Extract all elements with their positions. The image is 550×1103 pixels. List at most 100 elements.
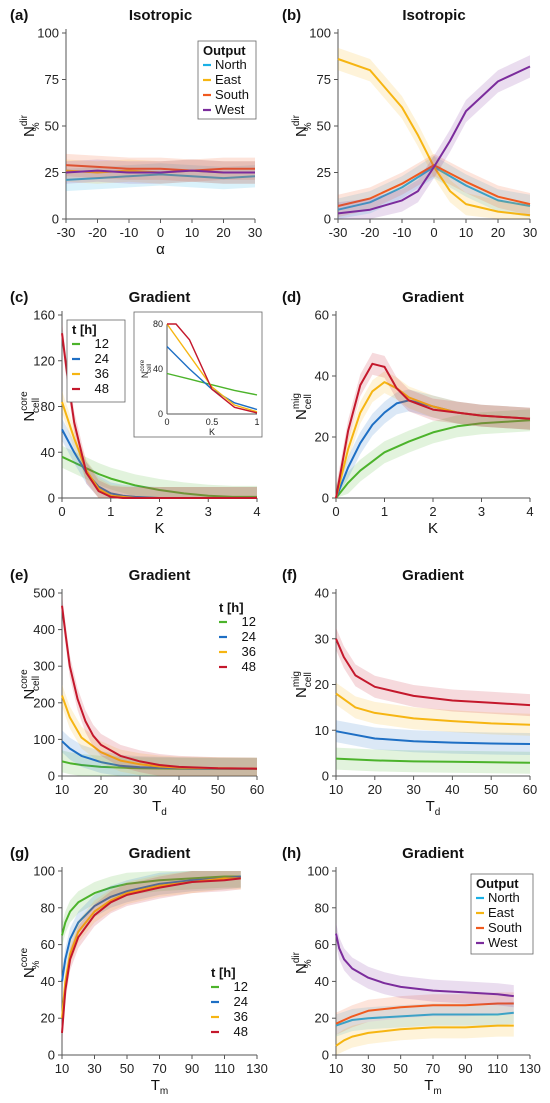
x-tick-label: 20: [216, 225, 230, 240]
x-tick-label: 30: [87, 1061, 101, 1076]
inset-series-12: [166, 372, 258, 396]
panel-title: Isotropic: [129, 7, 192, 24]
y-axis-label: Ncorecell: [19, 669, 42, 700]
y-axis-label: Ndir%: [19, 114, 42, 137]
y-tick-label: 100: [309, 26, 331, 41]
x-tick-label: 0: [430, 225, 437, 240]
x-tick-label: 2: [156, 504, 163, 519]
x-axis-label: Tm: [151, 1077, 169, 1097]
panel-title: Gradient: [129, 567, 191, 584]
x-axis-label: α: [156, 241, 165, 258]
x-tick-label: 2: [429, 504, 436, 519]
series-band-36: [62, 684, 257, 776]
y-tick-label: 20: [315, 430, 329, 445]
y-tick-label: 0: [48, 769, 55, 784]
inset-x-tick-label: 1: [254, 417, 259, 427]
series-band-North: [338, 155, 530, 219]
series-band-24: [62, 871, 241, 993]
x-tick-label: -10: [393, 225, 412, 240]
x-tick-label: 10: [329, 782, 343, 797]
series-band-24: [62, 418, 257, 498]
panel-title: Gradient: [129, 845, 191, 862]
y-tick-label: 50: [45, 119, 59, 134]
x-tick-label: 40: [445, 782, 459, 797]
panel-label: (b): [282, 7, 301, 24]
series-line-36: [335, 692, 531, 726]
legend-title: t [h]: [219, 600, 244, 615]
legend-entry-48: 48: [242, 659, 256, 674]
x-tick-label: 20: [94, 782, 108, 797]
series-band-South: [338, 153, 530, 218]
legend-entry-12: 12: [242, 614, 256, 629]
legend-entry-East: East: [488, 905, 514, 920]
y-tick-label: 0: [52, 212, 59, 227]
panel-a: (a) Isotropic 0 25 50 75 100 -30 -20 -10 0 10 20 30 α N…: [10, 7, 262, 258]
legend-title: t [h]: [72, 322, 97, 337]
y-axis-label-text: Nmigcell: [291, 393, 314, 420]
y-tick-label: 200: [33, 695, 55, 710]
series-line-24: [61, 875, 241, 982]
y-tick-label: 0: [48, 491, 55, 506]
series-line-East: [335, 1024, 514, 1047]
legend-entry-36: 36: [95, 366, 109, 381]
y-tick-label: 40: [315, 974, 329, 989]
y-tick-label: 300: [33, 659, 55, 674]
x-tick-label: 0: [332, 504, 339, 519]
legend-entry-East: East: [215, 72, 241, 87]
y-tick-label: 20: [315, 1011, 329, 1026]
x-tick-label: 4: [253, 504, 260, 519]
legend-entry-North: North: [215, 57, 247, 72]
inset-y-label-text: Ncorecell: [140, 359, 153, 378]
y-axis-label-text: Ndir%: [291, 114, 314, 137]
series-line-West: [337, 65, 531, 215]
inset-series-48: [167, 323, 258, 414]
panel-title: Gradient: [402, 567, 464, 584]
series-line-West: [65, 169, 255, 174]
y-tick-label: 40: [41, 974, 55, 989]
panel-label: (e): [10, 567, 28, 584]
inset-x-tick-label: 0.5: [206, 417, 219, 427]
series-band-48: [336, 627, 530, 717]
y-tick-label: 80: [41, 399, 55, 414]
y-tick-label: 120: [33, 353, 55, 368]
y-tick-label: 80: [315, 900, 329, 915]
panel-b: (b) Isotropic 0 25 50 75 100 -30 -20 -10 0 10 20 30 Nd…: [282, 7, 537, 240]
legend-entry-South: South: [488, 920, 522, 935]
series-line-12: [335, 419, 531, 499]
x-tick-label: 30: [248, 225, 262, 240]
x-tick-label: 10: [329, 1061, 343, 1076]
x-tick-label: 0: [58, 504, 65, 519]
x-axis-label: K: [428, 520, 438, 537]
series-line-24: [335, 730, 531, 745]
x-tick-label: -30: [329, 225, 348, 240]
legend-title: Output: [476, 876, 519, 891]
series-line-South: [335, 1002, 514, 1025]
x-tick-label: 90: [185, 1061, 199, 1076]
series-band-48: [336, 352, 530, 498]
panel-label: (h): [282, 845, 301, 862]
y-tick-label: 25: [45, 165, 59, 180]
series-band-36: [62, 871, 241, 1030]
y-tick-label: 100: [33, 864, 55, 879]
legend-entry-12: 12: [234, 979, 248, 994]
x-tick-label: 10: [55, 782, 69, 797]
legend-entry-48: 48: [95, 381, 109, 396]
series-band-South: [336, 992, 514, 1035]
x-tick-label: 3: [205, 504, 212, 519]
x-tick-label: 0: [157, 225, 164, 240]
series-band-48: [62, 871, 241, 1044]
y-axis-label-text: Ncorecell: [19, 391, 42, 422]
y-tick-label: 400: [33, 622, 55, 637]
y-tick-label: 0: [48, 1048, 55, 1063]
x-tick-label: 30: [523, 225, 537, 240]
inset-plot: 0 40 80 0 0.5 1 K Ncorecell: [133, 311, 263, 438]
panel-e: (e) Gradient 0 100 200 300 400 500 10 20 30 40 50 60 T…: [10, 567, 264, 818]
series-line-North: [65, 173, 256, 181]
legend-entry-24: 24: [95, 351, 109, 366]
y-tick-label: 0: [324, 212, 331, 227]
legend-entry-West: West: [215, 102, 245, 117]
panel-label: (g): [10, 845, 29, 862]
y-axis-label: Ncore%: [19, 947, 42, 978]
y-tick-label: 75: [45, 72, 59, 87]
